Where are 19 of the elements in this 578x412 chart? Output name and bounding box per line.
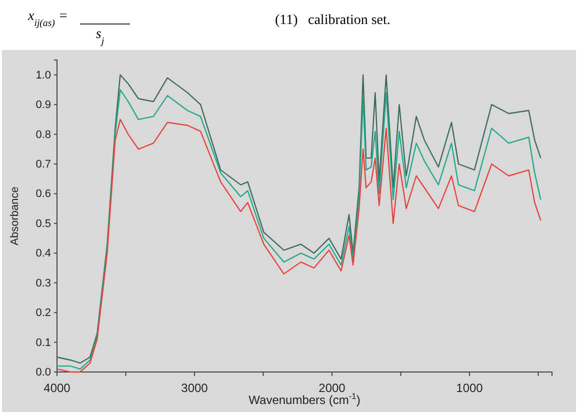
x-tick-label: 3000 bbox=[181, 381, 208, 396]
y-tick-label: 0.8 bbox=[36, 128, 51, 141]
y-tick-label: 0.3 bbox=[36, 277, 51, 290]
y-axis-title: Absorbance bbox=[9, 186, 21, 246]
y-tick-label: 0.2 bbox=[36, 307, 51, 320]
text: (11) bbox=[275, 13, 298, 28]
y-tick-label: 0.1 bbox=[36, 336, 51, 349]
text: s$_{j}$ bbox=[96, 27, 104, 46]
y-tick-label: 1.0 bbox=[36, 69, 51, 82]
x-tick-label: 1000 bbox=[456, 381, 484, 396]
y-tick-label: 0.4 bbox=[36, 248, 51, 260]
y-tick-label: 0.0 bbox=[36, 366, 51, 379]
x-tick-label: 4000 bbox=[44, 381, 71, 396]
text: calibration set. bbox=[308, 13, 390, 28]
text: x$_{ij(as)}$ = bbox=[27, 9, 68, 28]
y-tick-label: 0.5 bbox=[36, 218, 51, 230]
y-tick-label: 0.6 bbox=[36, 188, 51, 200]
y-tick-label: 0.9 bbox=[36, 99, 51, 112]
y-tick-label: 0.7 bbox=[36, 158, 51, 171]
